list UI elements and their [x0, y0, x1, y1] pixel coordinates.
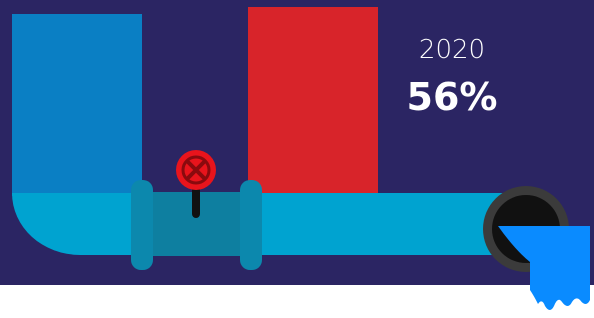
blue-column [12, 14, 142, 196]
red-column [248, 7, 378, 195]
year-label: 2020 [419, 35, 485, 65]
footer-area [0, 285, 594, 318]
coupling-ring [131, 180, 153, 270]
infographic: 2020 56% [0, 0, 594, 318]
percent-label: 56% [407, 75, 498, 119]
pipe [12, 193, 540, 255]
coupling-ring [240, 180, 262, 270]
